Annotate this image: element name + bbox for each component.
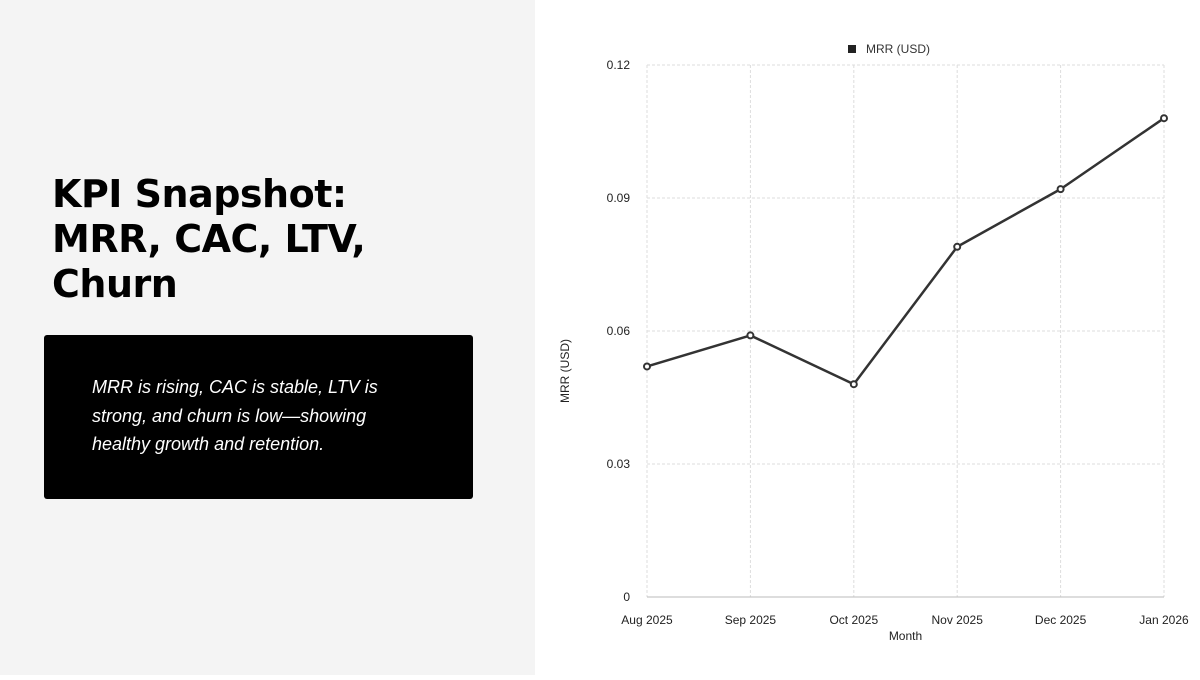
chart-area: 0 0.03 0.06 0.09 0.12 Aug 2025 Sep 2025 Oct 202… [535, 0, 1200, 675]
data-point [849, 380, 858, 389]
y-tick-label: 0.06 [607, 324, 631, 338]
data-point [1056, 185, 1065, 194]
title-line-2: MRR, CAC, LTV, [52, 217, 366, 261]
x-axis-label: Month [889, 629, 922, 643]
data-point [953, 242, 962, 251]
data-point [1160, 114, 1168, 123]
x-tick-label: Oct 2025 [829, 613, 878, 627]
y-tick-label: 0.09 [607, 191, 631, 205]
y-axis-label: MRR (USD) [558, 339, 572, 403]
callout-text: MRR is rising, CAC is stable, LTV is str… [92, 377, 378, 454]
slide-title: KPI Snapshot: MRR, CAC, LTV, Churn [52, 172, 492, 307]
data-point [746, 331, 755, 340]
x-tick-label: Dec 2025 [1035, 613, 1087, 627]
y-tick-label: 0 [623, 590, 630, 604]
legend-swatch [848, 45, 856, 53]
left-panel: KPI Snapshot: MRR, CAC, LTV, Churn MRR i… [0, 0, 535, 675]
title-line-3: Churn [52, 262, 178, 306]
series-line [646, 117, 1165, 386]
y-tick-label: 0.12 [607, 58, 631, 72]
y-tick-label: 0.03 [607, 457, 631, 471]
x-tick-label: Sep 2025 [725, 613, 777, 627]
callout-box: MRR is rising, CAC is stable, LTV is str… [44, 335, 473, 499]
x-tick-label: Nov 2025 [932, 613, 984, 627]
legend-label: MRR (USD) [866, 42, 930, 56]
line-chart: 0 0.03 0.06 0.09 0.12 Aug 2025 Sep 2025 Oct 202… [558, 42, 1189, 643]
x-tick-label: Aug 2025 [621, 613, 673, 627]
data-point [643, 362, 651, 371]
title-line-1: KPI Snapshot: [52, 172, 347, 216]
x-tick-label: Jan 2026 [1139, 613, 1189, 627]
